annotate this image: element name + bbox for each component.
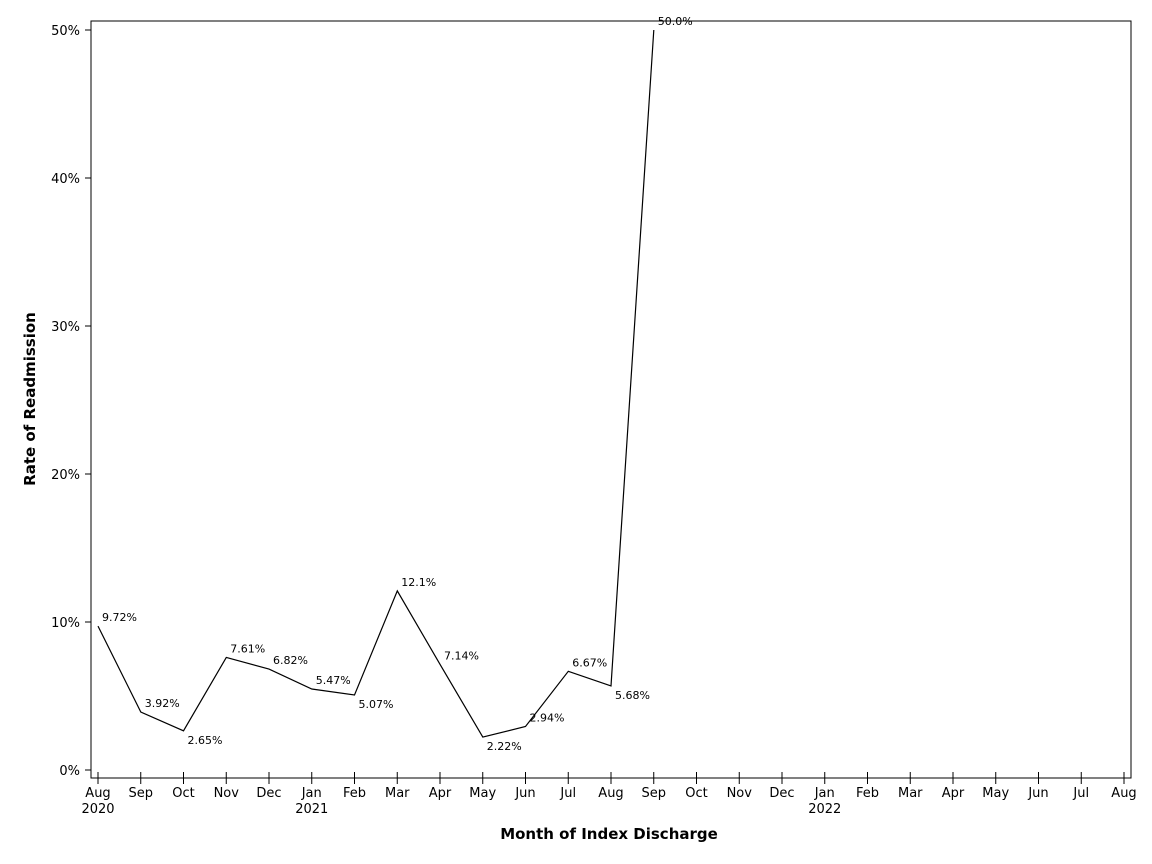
x-axis: Aug Sep Oct Nov Dec Jan Feb Mar Apr May Jun Jul Aug S…: [81, 772, 1137, 817]
y-tick-label: 50%: [51, 24, 80, 39]
x-tick-label: Aug: [1111, 786, 1136, 801]
x-tick-label: Jun: [514, 786, 535, 801]
x-tick-label: Nov: [214, 786, 240, 801]
x-tick-label: Oct: [685, 786, 707, 801]
x-tick-label: Aug: [85, 786, 110, 801]
x-tick-label: Jan: [814, 786, 835, 801]
data-label: 2.94%: [530, 711, 565, 724]
x-tick-label: Jul: [1072, 786, 1089, 801]
x-tick-label: Jun: [1027, 786, 1048, 801]
y-tick-label: 30%: [51, 320, 80, 335]
x-tick-label: Nov: [727, 786, 753, 801]
data-label: 3.92%: [145, 697, 180, 710]
x-tick-label: Oct: [172, 786, 194, 801]
x-tick-label: Apr: [942, 786, 965, 801]
data-label: 5.47%: [316, 674, 351, 687]
data-label: 7.61%: [230, 642, 265, 655]
x-tick-label: Feb: [343, 786, 366, 801]
data-label: 6.82%: [273, 654, 308, 667]
x-tick-label: Jan: [301, 786, 322, 801]
x-tick-label: May: [982, 786, 1009, 801]
x-tick-label: Feb: [856, 786, 879, 801]
x-tick-label: Mar: [898, 786, 923, 801]
data-label: 2.65%: [188, 734, 223, 747]
x-tick-label: Jul: [559, 786, 576, 801]
x-year-label: 2021: [295, 802, 328, 817]
x-tick-label: Aug: [598, 786, 623, 801]
series-layer: 9.72% 3.92% 2.65% 7.61% 6.82% 5.47% 5.07% 12.1%…: [97, 15, 693, 753]
data-label: 5.68%: [615, 689, 650, 702]
y-tick-label: 10%: [51, 616, 80, 631]
y-axis: 0% 10% 20% 30% 40% 50%: [51, 24, 91, 779]
data-label: 12.1%: [401, 576, 436, 589]
y-tick-label: 0%: [59, 764, 80, 779]
x-axis-title: Month of Index Discharge: [500, 825, 718, 843]
data-label: 9.72%: [102, 611, 137, 624]
data-label: 6.67%: [572, 656, 607, 669]
x-tick-label: Dec: [769, 786, 794, 801]
x-year-label: 2020: [81, 802, 114, 817]
data-label: 5.07%: [359, 698, 394, 711]
y-tick-label: 20%: [51, 468, 80, 483]
x-tick-label: Sep: [128, 786, 153, 801]
y-axis-title: Rate of Readmission: [21, 312, 39, 486]
y-tick-label: 40%: [51, 172, 80, 187]
x-year-label: 2022: [808, 802, 841, 817]
x-tick-label: Mar: [385, 786, 410, 801]
series-line: [97, 29, 655, 738]
x-tick-label: May: [469, 786, 496, 801]
data-label: 50.0%: [658, 15, 693, 28]
x-tick-label: Dec: [256, 786, 281, 801]
data-label: 2.22%: [487, 740, 522, 753]
plot-area-frame: [90, 20, 1132, 779]
x-tick-label: Apr: [429, 786, 452, 801]
x-tick-label: Sep: [641, 786, 666, 801]
data-label: 7.14%: [444, 649, 479, 662]
